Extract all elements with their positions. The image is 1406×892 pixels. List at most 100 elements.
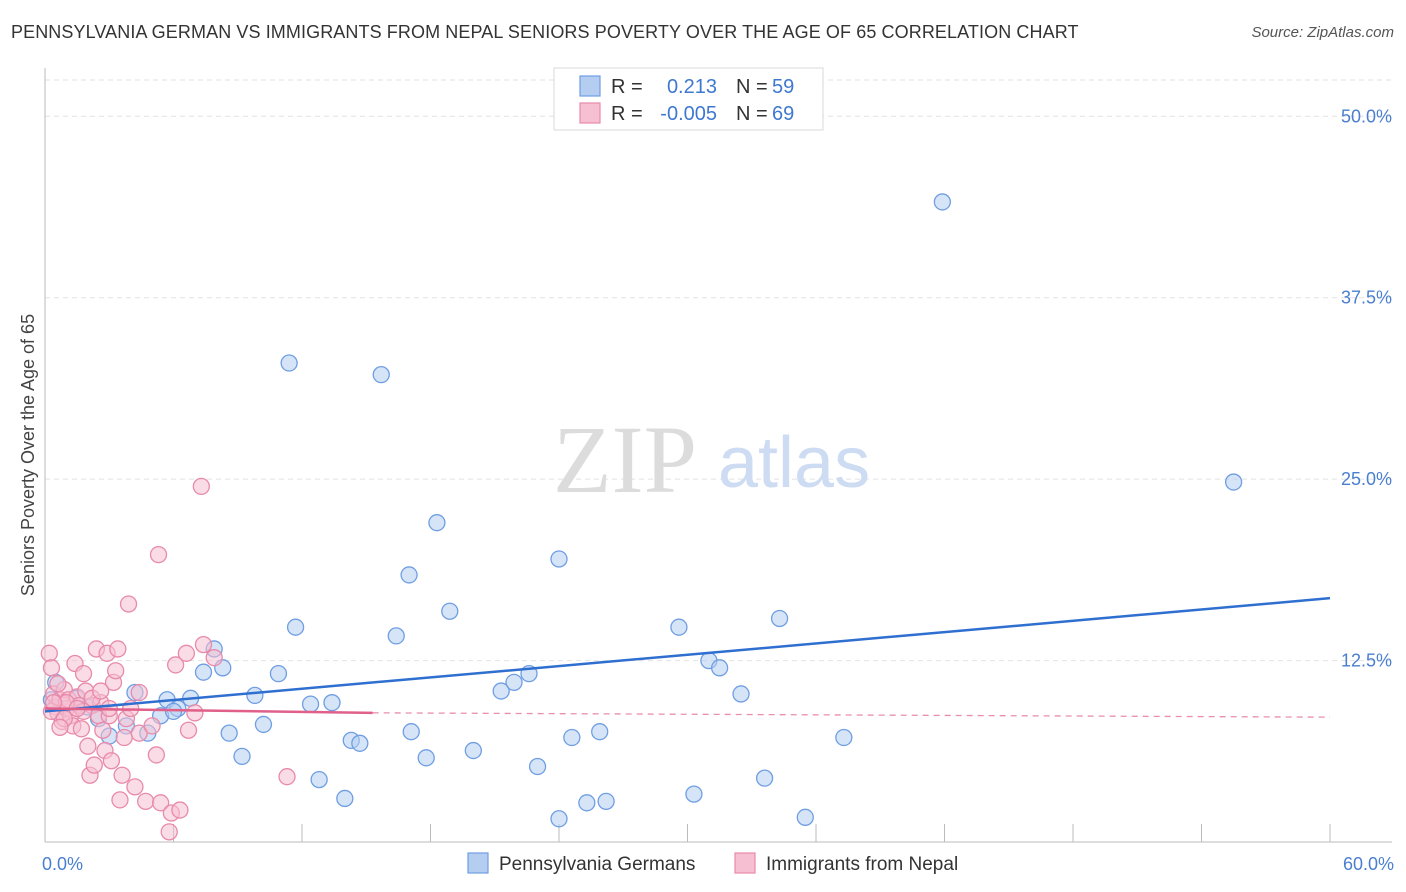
point-immigrants-from-nepal xyxy=(51,718,69,736)
point-pennsylvania-germans xyxy=(492,682,510,700)
stats-r-value-2: -0.005 xyxy=(660,103,717,125)
point-pennsylvania-germans xyxy=(1224,473,1243,491)
point-immigrants-from-nepal xyxy=(109,640,127,658)
stats-legend-swatch-pink xyxy=(579,102,601,124)
trend-line-extension-immigrants-from-nepal xyxy=(372,712,1331,718)
point-pennsylvania-germans xyxy=(591,723,609,741)
watermark: ZIP atlas xyxy=(553,406,870,513)
legend-label-pennsylvania-germans: Pennsylvania Germans xyxy=(499,854,695,875)
point-immigrants-from-nepal xyxy=(186,704,204,722)
point-pennsylvania-germans xyxy=(336,789,354,808)
point-pennsylvania-germans xyxy=(755,769,774,787)
stats-legend-swatch-blue xyxy=(579,75,601,97)
point-pennsylvania-germans xyxy=(770,609,789,628)
tick-labels: 12.5% 25.0% 37.5% 50.0% 0.0% 60.0% xyxy=(42,106,1394,874)
stats-n-value-1: 59 xyxy=(772,76,794,98)
point-immigrants-from-nepal xyxy=(115,728,133,747)
point-pennsylvania-germans xyxy=(550,810,568,828)
point-pennsylvania-germans xyxy=(233,747,251,766)
point-pennsylvania-germans xyxy=(464,741,482,760)
trend-lines xyxy=(44,596,1331,718)
x-tick-label: 0.0% xyxy=(42,854,83,874)
point-pennsylvania-germans xyxy=(351,734,369,752)
point-pennsylvania-germans xyxy=(387,627,405,645)
stats-n-label-2: N = xyxy=(736,103,768,125)
point-pennsylvania-germans xyxy=(428,514,446,532)
point-immigrants-from-nepal xyxy=(177,644,196,662)
source-label: Source: ZipAtlas.com xyxy=(1251,24,1394,41)
legend-label-immigrants-from-nepal: Immigrants from Nepal xyxy=(766,854,958,875)
point-pennsylvania-germans xyxy=(220,724,238,742)
point-immigrants-from-nepal xyxy=(192,477,210,496)
point-immigrants-from-nepal xyxy=(278,768,296,786)
y-axis-label: Seniors Poverty Over the Age of 65 xyxy=(18,314,38,596)
stats-n-label-1: N = xyxy=(736,76,768,98)
legend-swatch-pennsylvania-germans xyxy=(467,852,489,874)
grid-lines xyxy=(45,79,1392,662)
point-pennsylvania-germans xyxy=(323,694,341,712)
point-pennsylvania-germans xyxy=(400,566,418,584)
point-immigrants-from-nepal xyxy=(79,737,97,755)
trend-line-immigrants-from-nepal xyxy=(44,707,373,715)
point-immigrants-from-nepal xyxy=(119,595,138,613)
watermark-atlas: atlas xyxy=(718,423,870,503)
point-immigrants-from-nepal xyxy=(143,717,161,735)
point-pennsylvania-germans xyxy=(269,664,288,683)
point-immigrants-from-nepal xyxy=(130,683,148,702)
point-pennsylvania-germans xyxy=(254,715,273,734)
y-tick-label: 37.5% xyxy=(1341,288,1392,308)
point-pennsylvania-germans xyxy=(194,663,213,681)
point-immigrants-from-nepal xyxy=(205,649,223,667)
point-immigrants-from-nepal xyxy=(49,675,67,693)
point-immigrants-from-nepal xyxy=(149,545,168,564)
stats-r-label-1: R = xyxy=(611,76,643,98)
point-pennsylvania-germans xyxy=(835,728,853,747)
point-pennsylvania-germans xyxy=(246,686,264,705)
point-pennsylvania-germans xyxy=(670,618,688,636)
point-immigrants-from-nepal xyxy=(137,792,155,811)
x-tick-label: 60.0% xyxy=(1343,854,1394,874)
point-immigrants-from-nepal xyxy=(179,721,198,739)
point-pennsylvania-germans xyxy=(417,749,435,767)
point-immigrants-from-nepal xyxy=(166,656,185,674)
point-pennsylvania-germans xyxy=(441,602,459,620)
point-immigrants-from-nepal xyxy=(113,766,131,784)
point-pennsylvania-germans xyxy=(528,757,547,776)
watermark-zip: ZIP xyxy=(553,406,697,513)
point-immigrants-from-nepal xyxy=(151,794,170,812)
point-pennsylvania-germans xyxy=(280,354,298,372)
point-immigrants-from-nepal xyxy=(94,721,112,739)
point-immigrants-from-nepal xyxy=(102,752,121,770)
point-immigrants-from-nepal xyxy=(74,664,93,683)
y-tick-label: 25.0% xyxy=(1341,469,1392,489)
point-immigrants-from-nepal xyxy=(111,791,129,809)
point-immigrants-from-nepal xyxy=(72,720,91,738)
point-immigrants-from-nepal xyxy=(107,662,125,680)
stats-r-value-1: 0.213 xyxy=(667,76,717,98)
point-pennsylvania-germans xyxy=(372,365,390,384)
point-pennsylvania-germans xyxy=(286,618,305,636)
stats-n-value-2: 69 xyxy=(772,103,794,125)
chart-title: PENNSYLVANIA GERMAN VS IMMIGRANTS FROM N… xyxy=(11,22,1079,42)
stats-legend: R = 0.213 N = 59 R = -0.005 N = 69 xyxy=(553,67,824,131)
point-pennsylvania-germans xyxy=(796,808,814,826)
trend-line-pennsylvania-germans xyxy=(44,596,1331,713)
point-immigrants-from-nepal xyxy=(130,724,148,742)
y-tick-label: 50.0% xyxy=(1341,106,1392,126)
point-pennsylvania-germans xyxy=(563,728,581,747)
y-tick-label: 12.5% xyxy=(1341,651,1392,671)
point-pennsylvania-germans xyxy=(301,695,320,713)
point-pennsylvania-germans xyxy=(732,685,750,703)
point-immigrants-from-nepal xyxy=(85,756,103,774)
point-immigrants-from-nepal xyxy=(160,823,178,841)
data-points xyxy=(40,193,1243,841)
point-pennsylvania-germans xyxy=(505,673,523,691)
point-pennsylvania-germans xyxy=(550,550,568,568)
point-pennsylvania-germans xyxy=(578,794,596,812)
point-immigrants-from-nepal xyxy=(42,659,61,677)
point-immigrants-from-nepal xyxy=(147,746,166,764)
point-pennsylvania-germans xyxy=(685,785,703,803)
point-pennsylvania-germans xyxy=(310,770,328,789)
point-pennsylvania-germans xyxy=(933,193,952,211)
